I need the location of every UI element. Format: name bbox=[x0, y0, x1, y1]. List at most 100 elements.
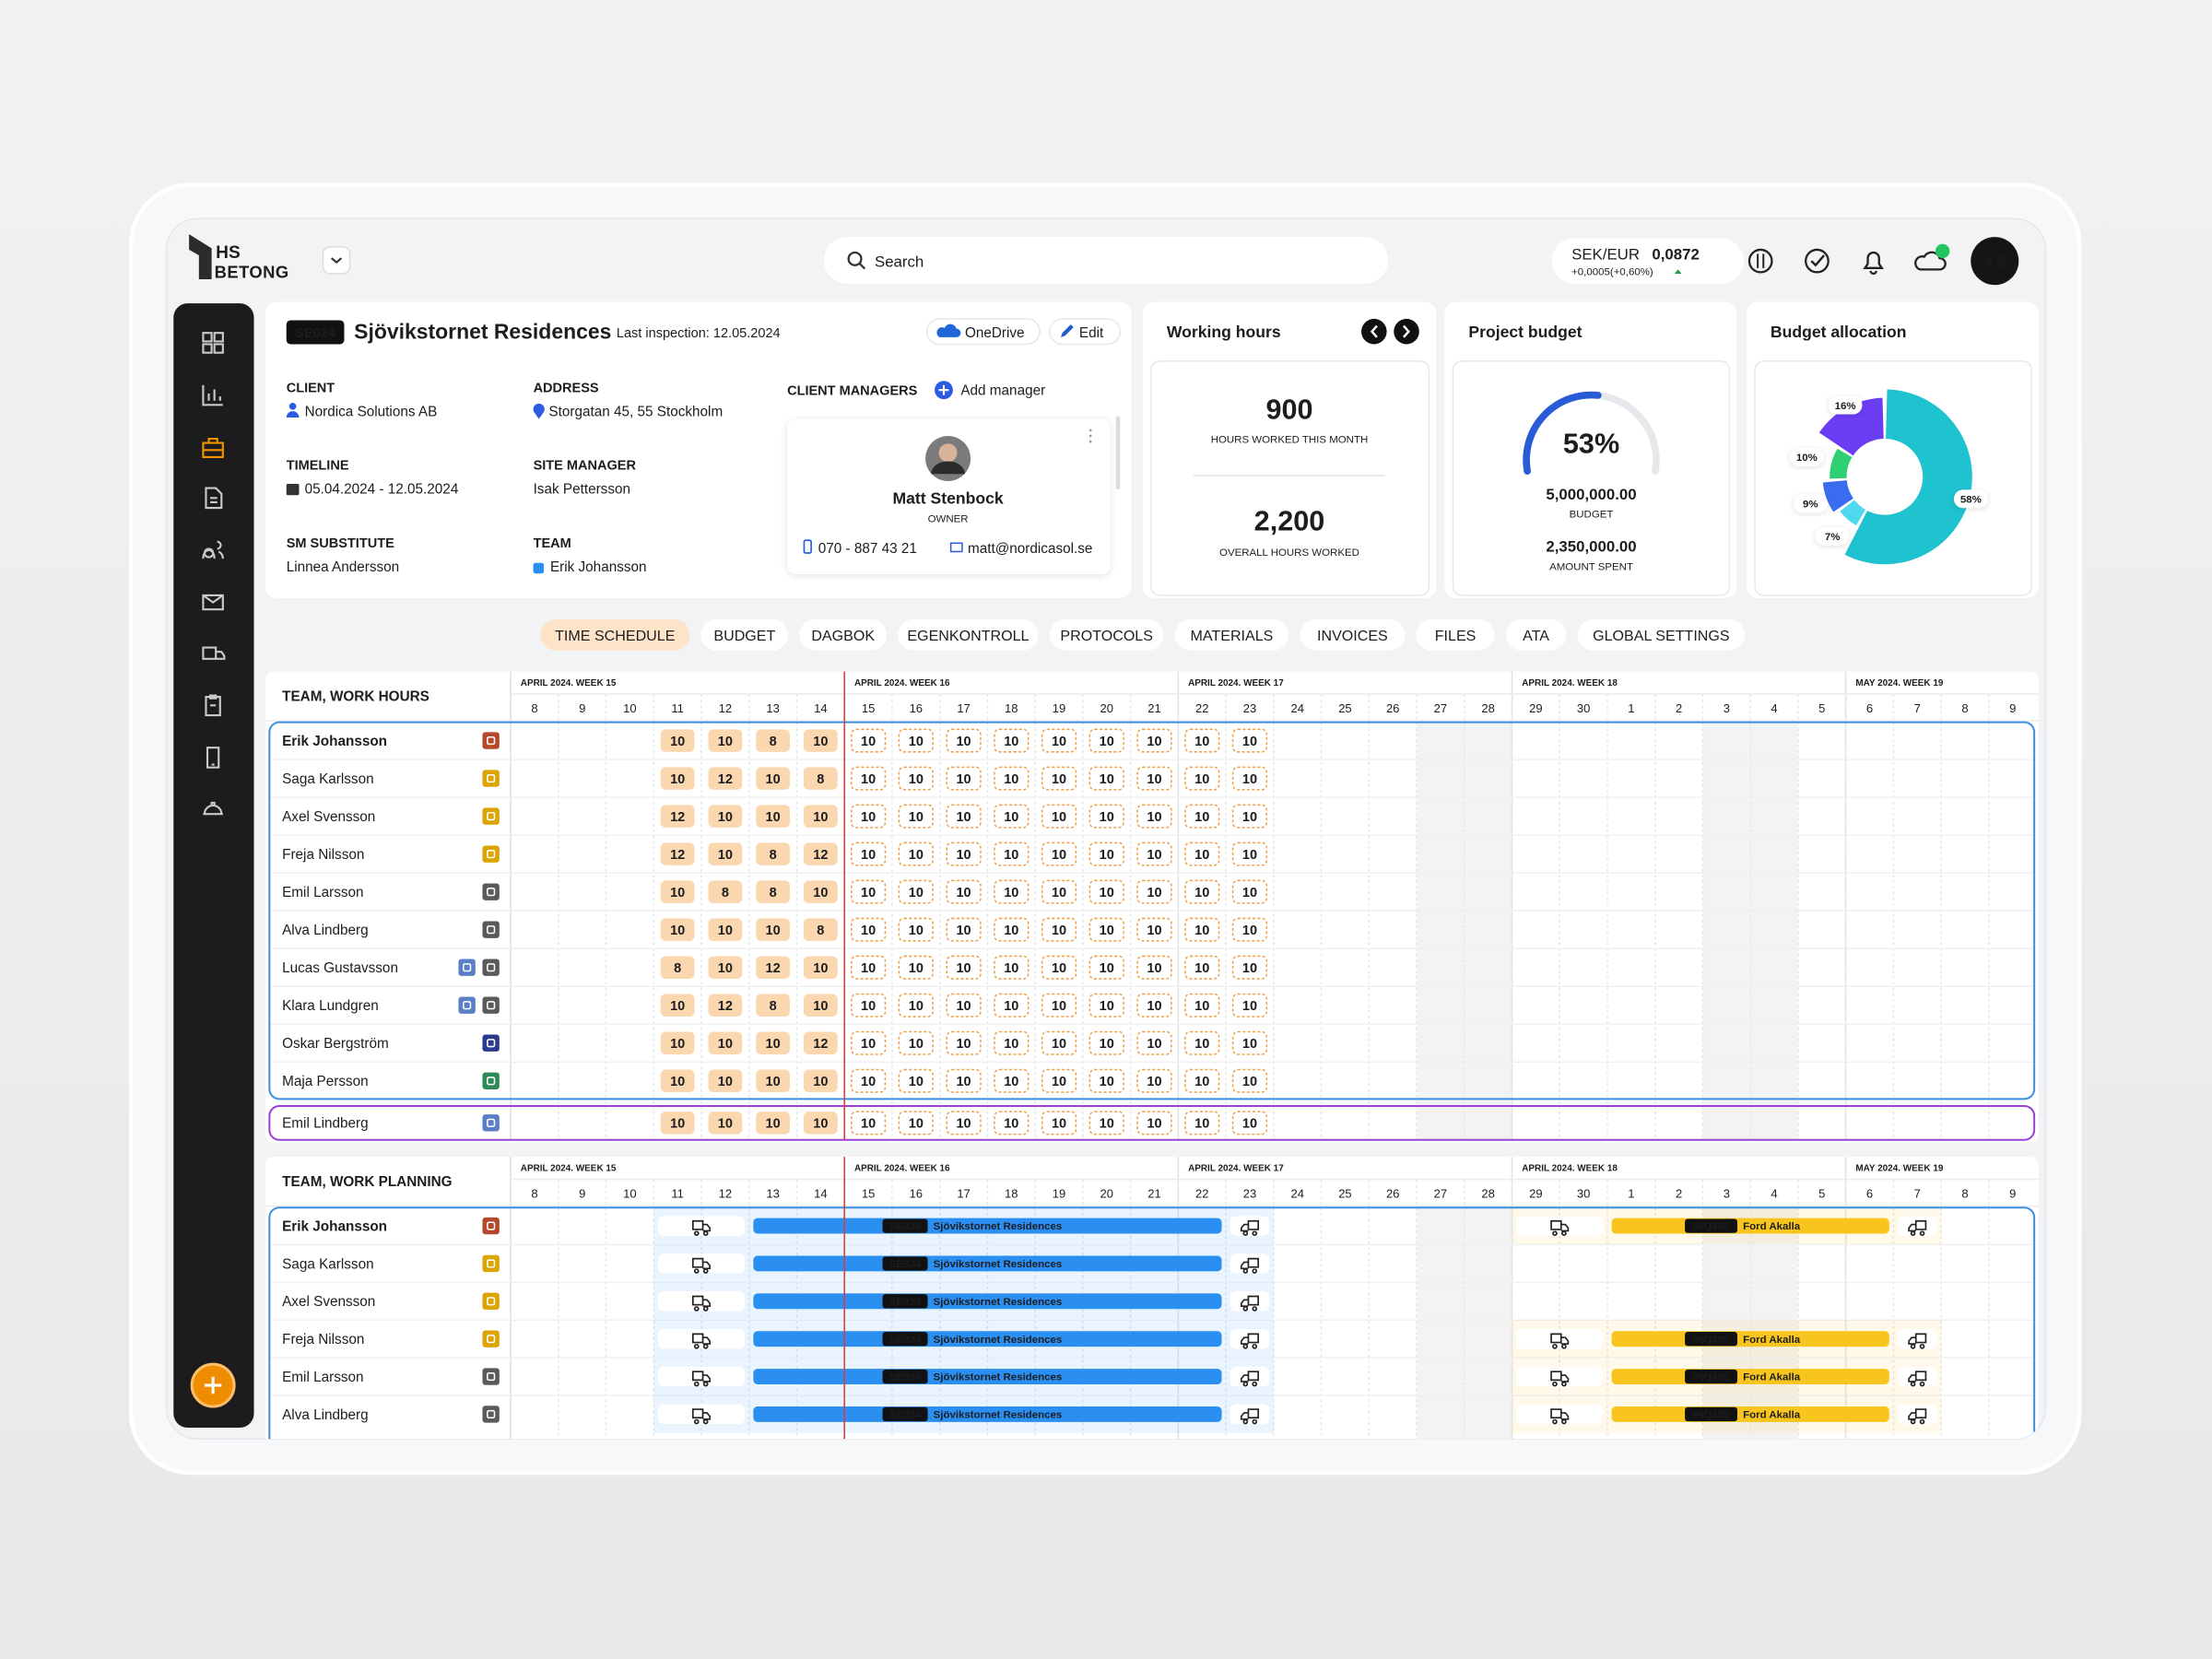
exchange-icon[interactable] bbox=[1747, 248, 1773, 274]
tab[interactable] bbox=[1174, 618, 1289, 651]
booking-bar[interactable] bbox=[1611, 1369, 1889, 1384]
hours-value: 10 bbox=[1194, 924, 1209, 938]
search-input[interactable] bbox=[823, 237, 1389, 284]
hours-value: 10 bbox=[1194, 1037, 1209, 1052]
hours-cell bbox=[1136, 1030, 1172, 1055]
pie-label: 7% bbox=[1825, 532, 1841, 543]
sidebar-icon[interactable] bbox=[205, 694, 221, 717]
booking-code-badge bbox=[882, 1332, 928, 1347]
tasks-icon[interactable] bbox=[1805, 248, 1830, 274]
sidebar-icon[interactable] bbox=[202, 646, 226, 660]
hours-cell bbox=[756, 880, 790, 903]
hours-cell bbox=[1231, 766, 1268, 791]
booking-bar[interactable] bbox=[753, 1218, 1222, 1234]
field-value: Nordica Solutions AB bbox=[305, 405, 438, 420]
tab[interactable] bbox=[1049, 618, 1164, 651]
booking-bar[interactable] bbox=[753, 1331, 1222, 1347]
hours-value: 10 bbox=[1147, 961, 1161, 976]
budget-label: BUDGET bbox=[1570, 510, 1614, 521]
add-manager: Add manager bbox=[960, 383, 1045, 399]
sidebar-icon[interactable] bbox=[206, 747, 220, 769]
hours-total-label: OVERALL HOURS WORKED bbox=[1219, 547, 1359, 559]
hours-cell bbox=[1184, 993, 1220, 1018]
day-label: 27 bbox=[1434, 701, 1447, 715]
hours-cell bbox=[660, 767, 695, 790]
field-label: ADDRESS bbox=[534, 382, 599, 396]
sidebar-icon[interactable] bbox=[202, 437, 224, 458]
hours-cell bbox=[660, 1069, 695, 1092]
currency-rate: 0,0872 bbox=[1652, 246, 1699, 264]
tab[interactable] bbox=[1577, 618, 1746, 651]
tab[interactable] bbox=[1416, 618, 1495, 651]
pie-label-bg bbox=[1815, 526, 1850, 546]
member-name: Lucas Gustavsson bbox=[282, 960, 398, 976]
week-label: APRIL 2024. WEEK 16 bbox=[854, 678, 950, 688]
role-badge-icon bbox=[463, 963, 472, 972]
onedrive-button[interactable] bbox=[925, 318, 1041, 346]
tab[interactable] bbox=[700, 618, 789, 651]
booking-bar[interactable] bbox=[753, 1293, 1222, 1310]
sidebar-icon[interactable] bbox=[205, 487, 223, 510]
tab[interactable] bbox=[799, 618, 887, 651]
bell-icon[interactable] bbox=[1863, 251, 1884, 276]
hours-cell bbox=[994, 804, 1030, 829]
role-badge bbox=[458, 996, 476, 1014]
avatar[interactable] bbox=[1971, 237, 2019, 286]
hours-cell bbox=[1136, 728, 1172, 753]
booking-bar[interactable] bbox=[1611, 1218, 1889, 1234]
hours-cell bbox=[1088, 955, 1124, 980]
edit-button[interactable] bbox=[1049, 318, 1122, 346]
hours-value: 10 bbox=[1052, 735, 1066, 749]
tab-label: PROTOCOLS bbox=[1060, 628, 1153, 644]
day-label: 12 bbox=[719, 701, 732, 715]
sidebar-icon[interactable] bbox=[202, 594, 224, 611]
booking-bar[interactable] bbox=[1611, 1406, 1889, 1422]
day-label: 20 bbox=[1100, 701, 1113, 715]
hours-cell bbox=[850, 917, 887, 942]
tab[interactable] bbox=[540, 618, 690, 651]
member-name: Emil Larsson bbox=[282, 885, 363, 900]
dropdown-button[interactable] bbox=[322, 246, 351, 275]
day-label: 9 bbox=[579, 1186, 585, 1200]
pie-slice bbox=[1818, 397, 1884, 456]
tab[interactable] bbox=[1505, 618, 1567, 651]
nav-arrow[interactable] bbox=[1394, 318, 1419, 345]
booking-bar[interactable] bbox=[753, 1369, 1222, 1384]
booking-bar[interactable] bbox=[753, 1255, 1222, 1272]
hours-cell bbox=[850, 1068, 887, 1093]
nav-arrow[interactable] bbox=[1361, 318, 1387, 345]
sidebar-icon[interactable] bbox=[202, 332, 224, 354]
hours-value: 10 bbox=[766, 1117, 781, 1132]
hours-value: 10 bbox=[1004, 772, 1018, 787]
hours-cell bbox=[850, 879, 887, 904]
member-name: Axel Svensson bbox=[282, 1294, 375, 1310]
role-badge-icon bbox=[487, 1118, 496, 1127]
booking-code: INQ385 bbox=[1693, 1335, 1730, 1346]
cloud-icon[interactable] bbox=[1914, 251, 1947, 271]
exchange-icon bbox=[1757, 253, 1765, 268]
sidebar-icon[interactable] bbox=[202, 384, 223, 406]
hours-cell bbox=[1184, 1030, 1220, 1055]
hours-cell bbox=[1231, 1030, 1268, 1055]
tab[interactable] bbox=[898, 618, 1039, 651]
tab-label: FILES bbox=[1435, 628, 1477, 644]
calendar-icon bbox=[286, 484, 300, 496]
hours-value: 10 bbox=[1242, 848, 1257, 863]
role-badge-icon bbox=[487, 925, 496, 935]
day-label: 16 bbox=[910, 701, 923, 715]
booking-code: INQ385 bbox=[1693, 1221, 1730, 1232]
hours-cell bbox=[756, 1031, 790, 1054]
menu-dot bbox=[1088, 434, 1092, 438]
role-badge bbox=[482, 732, 500, 749]
hours-cell bbox=[1088, 728, 1124, 753]
booking-bar[interactable] bbox=[753, 1406, 1222, 1422]
role-badge-icon bbox=[487, 1039, 496, 1048]
booking-bar[interactable] bbox=[1611, 1331, 1889, 1347]
role-badge-icon bbox=[487, 1371, 496, 1382]
sidebar-icon[interactable] bbox=[203, 801, 223, 816]
hours-cell bbox=[1231, 917, 1268, 942]
tab[interactable] bbox=[1300, 618, 1406, 651]
sidebar-icon[interactable] bbox=[202, 540, 224, 559]
hours-value: 10 bbox=[670, 886, 685, 900]
hours-cell bbox=[708, 918, 743, 941]
